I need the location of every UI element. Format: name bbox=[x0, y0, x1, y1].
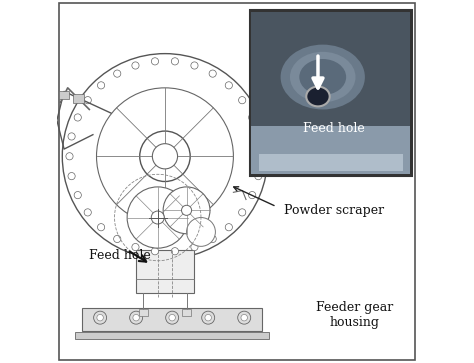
Circle shape bbox=[152, 144, 178, 169]
Circle shape bbox=[132, 244, 139, 251]
Circle shape bbox=[209, 235, 216, 242]
Text: Feeder gear
housing: Feeder gear housing bbox=[316, 301, 393, 329]
Bar bbox=[82, 309, 262, 331]
Ellipse shape bbox=[290, 52, 356, 102]
Circle shape bbox=[209, 70, 216, 77]
Circle shape bbox=[169, 314, 175, 321]
Circle shape bbox=[238, 311, 251, 324]
Circle shape bbox=[84, 209, 91, 216]
Circle shape bbox=[84, 97, 91, 104]
Circle shape bbox=[241, 314, 247, 321]
Circle shape bbox=[140, 131, 190, 182]
Circle shape bbox=[127, 187, 188, 248]
Circle shape bbox=[205, 314, 211, 321]
Circle shape bbox=[133, 314, 139, 321]
Circle shape bbox=[68, 172, 75, 180]
Circle shape bbox=[98, 224, 105, 231]
Circle shape bbox=[202, 311, 215, 324]
Circle shape bbox=[68, 133, 75, 140]
Circle shape bbox=[191, 244, 198, 251]
Bar bbox=[182, 309, 191, 315]
Circle shape bbox=[163, 187, 210, 234]
Circle shape bbox=[151, 248, 159, 255]
Circle shape bbox=[171, 248, 179, 255]
Circle shape bbox=[74, 192, 82, 199]
Text: Feed hole: Feed hole bbox=[89, 249, 151, 262]
Bar bbox=[136, 250, 194, 293]
Circle shape bbox=[255, 172, 262, 180]
Bar bbox=[139, 309, 148, 315]
Bar bbox=[251, 12, 410, 174]
Circle shape bbox=[225, 82, 232, 89]
Circle shape bbox=[225, 224, 232, 231]
Text: Feed hole: Feed hole bbox=[303, 122, 365, 135]
Bar bbox=[251, 126, 410, 174]
Circle shape bbox=[97, 314, 103, 321]
Circle shape bbox=[97, 88, 233, 225]
Text: Powder scraper: Powder scraper bbox=[284, 204, 384, 217]
Circle shape bbox=[114, 235, 121, 242]
Circle shape bbox=[248, 192, 256, 199]
Circle shape bbox=[98, 82, 105, 89]
Circle shape bbox=[191, 62, 198, 69]
Bar bbox=[259, 155, 403, 171]
Circle shape bbox=[94, 311, 107, 324]
Circle shape bbox=[238, 209, 246, 216]
Circle shape bbox=[182, 205, 191, 215]
Circle shape bbox=[248, 114, 256, 121]
Circle shape bbox=[166, 311, 179, 324]
Circle shape bbox=[257, 153, 264, 160]
Bar bbox=[73, 94, 84, 103]
Circle shape bbox=[114, 70, 121, 77]
Circle shape bbox=[66, 153, 73, 160]
Circle shape bbox=[130, 311, 143, 324]
Circle shape bbox=[74, 114, 82, 121]
Circle shape bbox=[62, 54, 268, 259]
Bar bbox=[59, 91, 70, 99]
Bar bbox=[75, 333, 269, 339]
Bar bbox=[250, 11, 412, 176]
Ellipse shape bbox=[306, 87, 330, 106]
Ellipse shape bbox=[299, 59, 346, 95]
Circle shape bbox=[151, 58, 159, 65]
Circle shape bbox=[238, 97, 246, 104]
Circle shape bbox=[151, 211, 164, 224]
Circle shape bbox=[187, 217, 215, 246]
Ellipse shape bbox=[281, 45, 365, 110]
Circle shape bbox=[255, 133, 262, 140]
Circle shape bbox=[132, 62, 139, 69]
Circle shape bbox=[171, 58, 179, 65]
